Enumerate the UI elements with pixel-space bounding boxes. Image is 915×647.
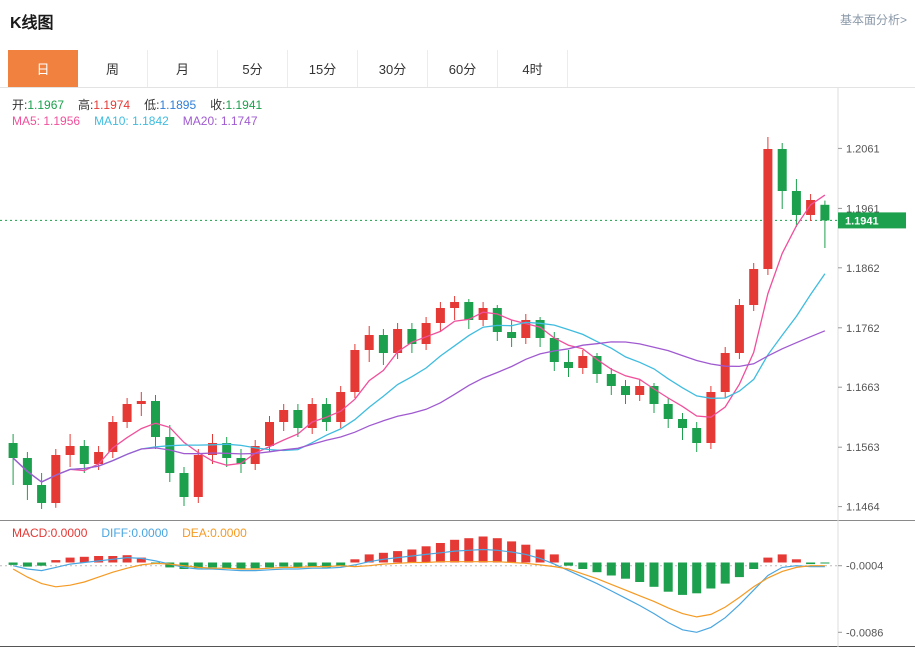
macd-value: 0.0000 xyxy=(50,526,88,540)
svg-text:1.1961: 1.1961 xyxy=(846,203,880,215)
period-tabs: 日 周 月 5分 15分 30分 60分 4时 xyxy=(0,50,915,88)
svg-text:1.1862: 1.1862 xyxy=(846,263,880,275)
ma-readout: MA5: 1.1956 MA10: 1.1842 MA20: 1.1747 xyxy=(12,114,258,128)
tab-5min[interactable]: 5分 xyxy=(218,50,288,87)
dea-value: 0.0000 xyxy=(210,526,247,540)
tab-15min[interactable]: 15分 xyxy=(288,50,358,87)
chart-area: 1.2061 1.1961 1.1862 1.1762 1.1663 1.1563 1.14… xyxy=(0,88,915,647)
tab-day[interactable]: 日 xyxy=(8,50,78,87)
svg-text:1.1663: 1.1663 xyxy=(846,382,880,394)
svg-text:1.1563: 1.1563 xyxy=(846,442,880,454)
topbar: K线图 基本面分析> xyxy=(0,0,915,50)
macd-panel[interactable]: -0.0004 -0.0086 xyxy=(0,520,915,647)
tab-30min[interactable]: 30分 xyxy=(358,50,428,87)
open-label: 开: xyxy=(12,98,28,112)
svg-text:-0.0004: -0.0004 xyxy=(846,561,883,573)
page-title: K线图 xyxy=(10,15,54,32)
svg-text:1.1941: 1.1941 xyxy=(845,215,879,227)
svg-text:1.1464: 1.1464 xyxy=(846,502,880,514)
tab-60min[interactable]: 60分 xyxy=(428,50,498,87)
candlestick-chart[interactable]: 1.2061 1.1961 1.1862 1.1762 1.1663 1.1563 1.14… xyxy=(0,88,915,520)
close-value: 1.1941 xyxy=(225,98,263,112)
high-label: 高: xyxy=(78,98,94,112)
svg-text:1.2061: 1.2061 xyxy=(846,143,880,155)
ma5-label: MA5: xyxy=(12,114,41,128)
svg-text:1.1762: 1.1762 xyxy=(846,323,880,335)
ma10-value: 1.1842 xyxy=(132,114,169,128)
tab-month[interactable]: 月 xyxy=(148,50,218,87)
low-value: 1.1895 xyxy=(159,98,197,112)
macd-label: MACD: xyxy=(12,526,51,540)
dea-label: DEA: xyxy=(182,526,211,540)
tab-week[interactable]: 周 xyxy=(78,50,148,87)
svg-text:-0.0086: -0.0086 xyxy=(846,627,883,639)
ohlc-readout: 开:1.1967 高:1.1974 低:1.1895 收:1.1941 xyxy=(12,96,262,113)
macd-readout: MACD:0.0000 DIFF:0.0000 DEA:0.0000 xyxy=(12,526,247,540)
close-label: 收: xyxy=(210,98,226,112)
ma10-label: MA10: xyxy=(94,114,129,128)
fundamental-analysis-link[interactable]: 基本面分析> xyxy=(839,13,907,27)
high-value: 1.1974 xyxy=(93,98,131,112)
tab-4hour[interactable]: 4时 xyxy=(498,50,568,87)
ma5-value: 1.1956 xyxy=(43,114,81,128)
open-value: 1.1967 xyxy=(27,98,65,112)
ma20-value: 1.1747 xyxy=(220,114,258,128)
diff-label: DIFF: xyxy=(101,526,132,540)
ma20-label: MA20: xyxy=(182,114,218,128)
diff-value: 0.0000 xyxy=(131,526,169,540)
low-label: 低: xyxy=(144,98,160,112)
